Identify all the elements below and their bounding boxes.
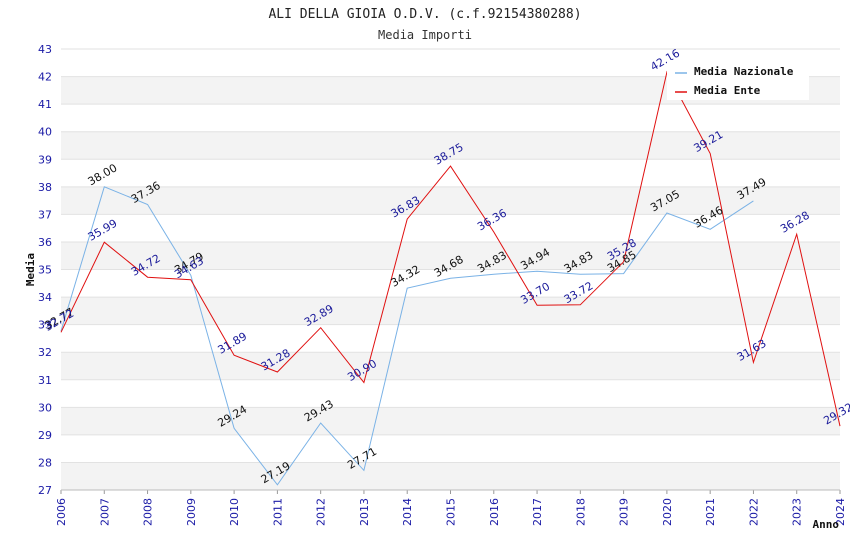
legend-label-media-ente: Media Ente xyxy=(694,84,761,97)
x-tick-label: 2006 xyxy=(55,498,68,526)
grid-band xyxy=(61,104,840,132)
y-tick-label: 27 xyxy=(38,484,52,497)
grid-band xyxy=(61,241,840,270)
y-tick-label: 36 xyxy=(38,236,52,249)
y-tick-label: 29 xyxy=(38,429,52,442)
y-tick-label: 39 xyxy=(38,153,52,166)
y-tick-label: 37 xyxy=(38,208,52,221)
grid-band xyxy=(61,352,840,380)
legend-background xyxy=(667,60,809,100)
chart-title: ALI DELLA GIOIA O.D.V. (c.f.92154380288) xyxy=(268,7,581,22)
x-axis-label: Anno xyxy=(813,518,840,531)
grid-band xyxy=(61,434,840,463)
x-tick-label: 2021 xyxy=(704,498,717,526)
x-tick-label: 2017 xyxy=(531,498,544,526)
x-tick-label: 2009 xyxy=(185,498,198,526)
x-tick-label: 2013 xyxy=(358,498,371,526)
x-axis-ticks: 2006 2007 2008 2009 2010 2011 2012 2013 2014 2015… xyxy=(55,490,847,526)
y-axis-ticks: 27 28 29 30 31 32 33 34 35 36 37 38 39 40 41 42 43 xyxy=(38,43,52,497)
x-tick-label: 2008 xyxy=(142,498,155,526)
grid-band xyxy=(61,462,840,490)
x-tick-label: 2007 xyxy=(98,498,111,526)
grid-band xyxy=(61,379,840,408)
x-tick-label: 2016 xyxy=(488,498,501,526)
x-tick-label: 2012 xyxy=(315,498,328,526)
series-line-media-nazionale xyxy=(60,186,754,486)
x-tick-label: 2015 xyxy=(445,498,458,526)
y-tick-label: 30 xyxy=(38,401,52,414)
y-tick-label: 38 xyxy=(38,181,52,194)
legend-label-media-nazionale: Media Nazionale xyxy=(694,65,794,78)
grid-band xyxy=(61,159,840,187)
x-tick-label: 2014 xyxy=(401,498,414,526)
grid-band xyxy=(61,324,840,353)
y-axis-label: Media xyxy=(24,253,37,286)
x-tick-label: 2010 xyxy=(228,498,241,526)
y-tick-label: 43 xyxy=(38,43,52,56)
y-tick-label: 41 xyxy=(38,98,52,111)
grid-band xyxy=(61,407,840,435)
chart-subtitle: Media Importi xyxy=(378,28,472,42)
y-tick-label: 42 xyxy=(38,71,52,84)
y-tick-label: 35 xyxy=(38,264,52,277)
y-tick-label: 31 xyxy=(38,374,52,387)
y-tick-label: 32 xyxy=(38,346,52,359)
grid-band xyxy=(61,297,840,325)
x-tick-label: 2018 xyxy=(574,498,587,526)
y-tick-label: 28 xyxy=(38,456,52,469)
x-tick-label: 2022 xyxy=(747,498,760,526)
y-tick-label: 40 xyxy=(38,126,52,139)
y-tick-label: 33 xyxy=(38,319,52,332)
x-tick-label: 2024 xyxy=(834,498,847,526)
grid-band xyxy=(61,186,840,215)
legend: Media Nazionale Media Ente xyxy=(667,60,809,100)
grid-band xyxy=(61,269,840,298)
x-tick-label: 2020 xyxy=(661,498,674,526)
grid-band xyxy=(61,214,840,242)
x-tick-label: 2023 xyxy=(791,498,804,526)
x-tick-label: 2019 xyxy=(618,498,631,526)
x-tick-label: 2011 xyxy=(271,498,284,526)
series-layer xyxy=(60,70,841,486)
y-tick-label: 34 xyxy=(38,291,52,304)
series-line-media-ente xyxy=(60,70,841,427)
